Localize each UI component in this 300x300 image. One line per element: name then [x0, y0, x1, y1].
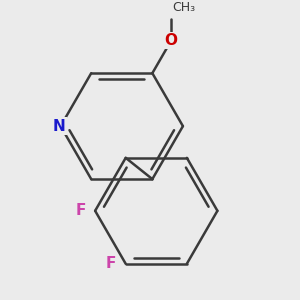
Text: O: O — [165, 33, 178, 48]
Text: F: F — [75, 203, 86, 218]
Text: CH₃: CH₃ — [173, 1, 196, 14]
Text: F: F — [106, 256, 116, 271]
Text: N: N — [53, 118, 65, 134]
